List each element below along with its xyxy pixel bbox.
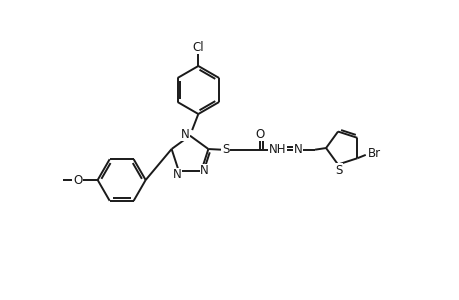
Text: Br: Br <box>367 147 381 160</box>
Text: N: N <box>180 128 189 140</box>
Text: S: S <box>334 164 341 177</box>
Text: S: S <box>222 143 229 156</box>
Text: O: O <box>73 173 82 187</box>
Text: O: O <box>255 128 264 140</box>
Text: N: N <box>293 143 302 156</box>
Text: NH: NH <box>269 143 286 156</box>
Text: N: N <box>172 168 181 181</box>
Text: Cl: Cl <box>192 40 204 53</box>
Text: N: N <box>200 164 209 177</box>
